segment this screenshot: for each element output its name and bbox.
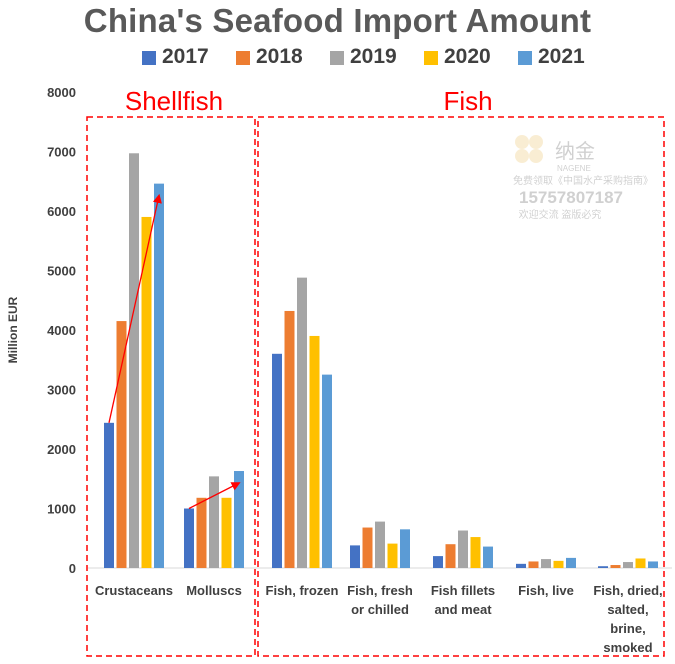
bar [104,422,114,568]
watermark-line1: 免费领取《中国水产采购指南》 [513,174,653,187]
legend-label: 2020 [444,45,491,68]
y-tick-label: 1000 [47,502,76,517]
trend-arrow [188,482,241,510]
bar [470,537,481,568]
y-axis-label: Million EUR [6,296,20,363]
bar [184,508,194,568]
y-tick-label: 0 [69,561,76,576]
trend-arrows [108,193,241,510]
bar [196,497,207,568]
legend-swatch [424,51,438,65]
group-box [86,116,256,657]
legend-label: 2021 [538,45,585,68]
bar [433,556,443,568]
x-tick-label: Fish, live [518,583,574,598]
axes: 0 1000 2000 3000 4000 5000 6000 7000 8000 Million… [6,85,672,576]
bar [322,374,332,568]
x-tick-labels: Crustaceans Molluscs Fish, frozen Fish, fre… [95,583,663,655]
x-tick-label: Crustaceans [95,583,173,598]
bar [541,559,551,568]
x-tick-label: Fish, dried, salted, brine, smoked [593,583,662,655]
legend-swatch [518,51,532,65]
bar [623,562,633,568]
bar [516,563,526,568]
y-tick-label: 5000 [47,264,76,279]
trend-arrow [108,193,162,423]
legend-label: 2019 [350,45,397,68]
y-tick-label: 7000 [47,145,76,160]
bar [610,565,621,568]
x-tick-label: Fish fillets and meat [431,583,495,617]
bar [648,561,658,568]
legend-swatch [330,51,344,65]
bar [297,277,307,568]
y-tick-label: 4000 [47,323,76,338]
legend-swatch [142,51,156,65]
bar [566,557,576,568]
bar [154,183,164,568]
legend-label: 2018 [256,45,303,68]
watermark: 纳金 NAGENE 免费领取《中国水产采购指南》 15757807187 欢迎交… [513,135,653,221]
watermark-line2: 欢迎交流 盗版必究 [519,208,602,221]
bar [129,153,139,568]
bar [234,471,244,568]
group-boxes: Shellfish Fish [86,86,665,657]
y-tick-label: 2000 [47,442,76,457]
x-tick-label: Fish, frozen [266,583,339,598]
bar [375,521,385,568]
watermark-brand-en: NAGENE [557,164,591,173]
watermark-brand-cn: 纳金 [555,140,595,163]
group-box [257,116,665,657]
x-tick-label: Molluscs [186,583,242,598]
x-tick-label: Fish, fresh or chilled [347,583,413,617]
bar [284,310,295,568]
bar [209,476,219,568]
bar [458,530,468,568]
bar [445,544,456,568]
bar [350,545,360,568]
legend-label: 2017 [162,45,209,68]
y-tick-label: 8000 [47,85,76,100]
watermark-logo-icon [515,135,543,163]
bar [141,216,152,568]
group-label: Shellfish [125,86,223,116]
bar [553,560,564,568]
bar [362,527,373,568]
bars [104,153,658,568]
bar [221,497,232,568]
group-label: Fish [443,86,492,116]
bar [528,561,539,568]
bar [400,529,410,568]
bar [387,543,398,568]
y-tick-label: 3000 [47,383,76,398]
bar [116,321,127,568]
bar [272,353,282,568]
legend-swatch [236,51,250,65]
legend: 2017 2018 2019 2020 2021 [90,45,610,71]
y-tick-label: 6000 [47,204,76,219]
bar [598,566,608,568]
watermark-phone: 15757807187 [519,188,623,207]
bar [483,546,493,568]
bar [635,558,646,568]
bar [309,335,320,568]
chart-title: China's Seafood Import Amount [83,2,592,39]
